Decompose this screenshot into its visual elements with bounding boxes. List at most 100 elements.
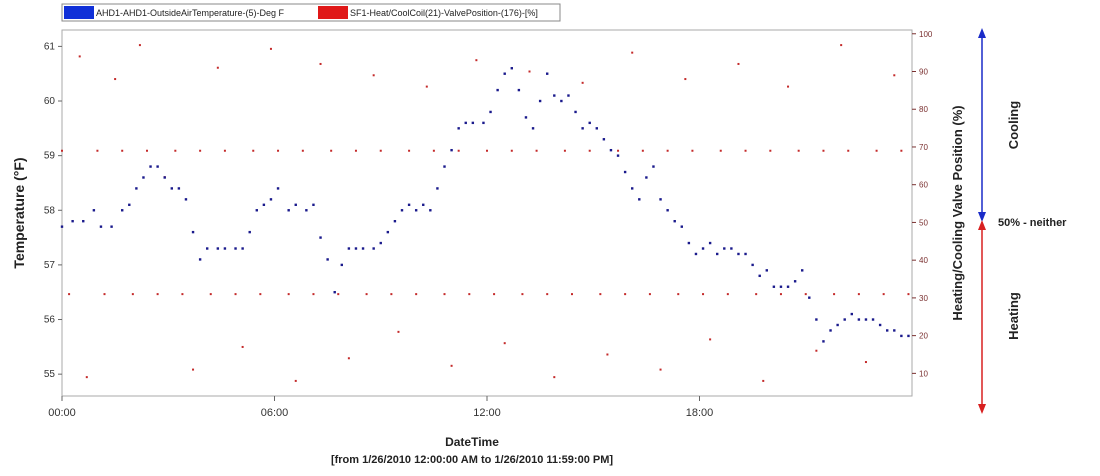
series-1-point (623, 170, 627, 174)
series-2-point (301, 149, 304, 152)
series-1-point (386, 230, 390, 234)
series-1-point (673, 219, 676, 223)
series-2-point (588, 149, 591, 152)
series-1-point (758, 274, 761, 278)
series-2-point (415, 293, 418, 296)
series-2-point (319, 62, 322, 65)
y-axis-right-tick-label: 10 (919, 369, 928, 378)
y-axis-left-title: Temperature (°F) (11, 157, 27, 268)
series-1-point (149, 165, 152, 168)
series-1-point (546, 72, 549, 75)
series-2-point (648, 293, 651, 296)
series-2-point (174, 149, 177, 152)
series-1-point (163, 176, 166, 179)
series-2-point (103, 293, 106, 296)
series-1-point (135, 187, 138, 190)
series-2-point (744, 149, 747, 152)
series-2-point (259, 293, 262, 296)
series-1-point (829, 329, 832, 332)
series-1-point (694, 252, 698, 256)
series-1-point (808, 296, 811, 299)
series-2-point (277, 149, 280, 152)
series-1-point (234, 247, 237, 250)
series-1-point (333, 291, 336, 294)
series-2-point (691, 149, 694, 152)
series-1-point (393, 219, 397, 223)
y-axis-left-tick-label: 61 (44, 41, 56, 52)
y-axis-right-title: Heating/Cooling Valve Position (%) (950, 105, 965, 320)
series-2-point (907, 293, 910, 296)
series-2-point (199, 149, 202, 152)
series-1-point (198, 258, 202, 261)
series-2-point (641, 149, 644, 152)
series-1-point (553, 94, 556, 97)
series-1-point (255, 209, 258, 212)
series-2-point (726, 293, 729, 296)
series-1-point (531, 127, 535, 130)
series-2-point (833, 293, 836, 296)
series-1-point (354, 247, 358, 250)
series-1-point (701, 247, 705, 250)
y-axis-left-tick-label: 60 (44, 96, 56, 107)
series-1-point (340, 263, 343, 267)
series-2-point (702, 293, 705, 296)
series-2-point (287, 293, 290, 296)
series-1-point (893, 329, 896, 332)
series-1-point (422, 203, 425, 207)
series-1-point (347, 247, 351, 250)
series-2-point (114, 78, 117, 81)
series-1-point (407, 203, 411, 207)
x-axis-tick-label: 00:00 (48, 407, 76, 419)
series-2-point (815, 349, 818, 352)
series-2-point (131, 293, 134, 296)
series-1-point (184, 198, 188, 201)
cooling-arrow (978, 28, 986, 222)
series-2-point (209, 293, 212, 296)
heating-arrow (978, 220, 986, 414)
series-1-point (269, 198, 273, 201)
series-1-point (779, 285, 783, 288)
x-axis-tick-label: 18:00 (686, 407, 714, 419)
series-2-point (840, 44, 843, 47)
series-2-point (666, 149, 669, 152)
series-2-point (486, 149, 488, 152)
series-2-point (252, 149, 255, 152)
series-1-point (457, 127, 460, 130)
series-1-point (60, 225, 64, 228)
series-1-point (574, 110, 577, 114)
series-1-point (602, 138, 606, 141)
series-2-point (893, 74, 896, 77)
series-2-point (365, 293, 368, 296)
series-2-points (61, 44, 910, 382)
x-axis-tick-label: 12:00 (473, 407, 501, 419)
series-2-point (96, 149, 99, 152)
series-2-point (553, 376, 556, 379)
x-axis-range-note: [from 1/26/2010 12:00:00 AM to 1/26/2010… (331, 454, 613, 466)
series-2-point (216, 66, 219, 69)
series-1-point (92, 209, 96, 212)
series-1-point (216, 247, 220, 250)
series-1-point (538, 99, 542, 103)
series-2-point (294, 379, 297, 382)
plot-area-frame (61, 29, 913, 397)
series-2-point (468, 293, 471, 296)
series-1-point (723, 247, 726, 250)
series-1-point (822, 340, 825, 343)
series-2-point (223, 149, 226, 152)
series-1-point (907, 334, 910, 338)
series-1-point (900, 334, 903, 338)
series-1-point (687, 241, 691, 245)
series-1-point (400, 209, 404, 212)
series-1-point (737, 252, 740, 256)
heating-label: Heating (1006, 292, 1021, 340)
legend-box (61, 3, 561, 22)
series-2-point (535, 149, 538, 152)
x-axis-tick-label: 06:00 (261, 407, 289, 419)
y-axis-left-tick-label: 58 (44, 205, 56, 216)
cooling-label: Cooling (1006, 101, 1021, 149)
series-2-point (762, 379, 765, 382)
series-1-point (305, 209, 308, 212)
series-2-point (847, 149, 850, 152)
series-2-point (510, 149, 513, 152)
series-1-point (319, 236, 322, 239)
